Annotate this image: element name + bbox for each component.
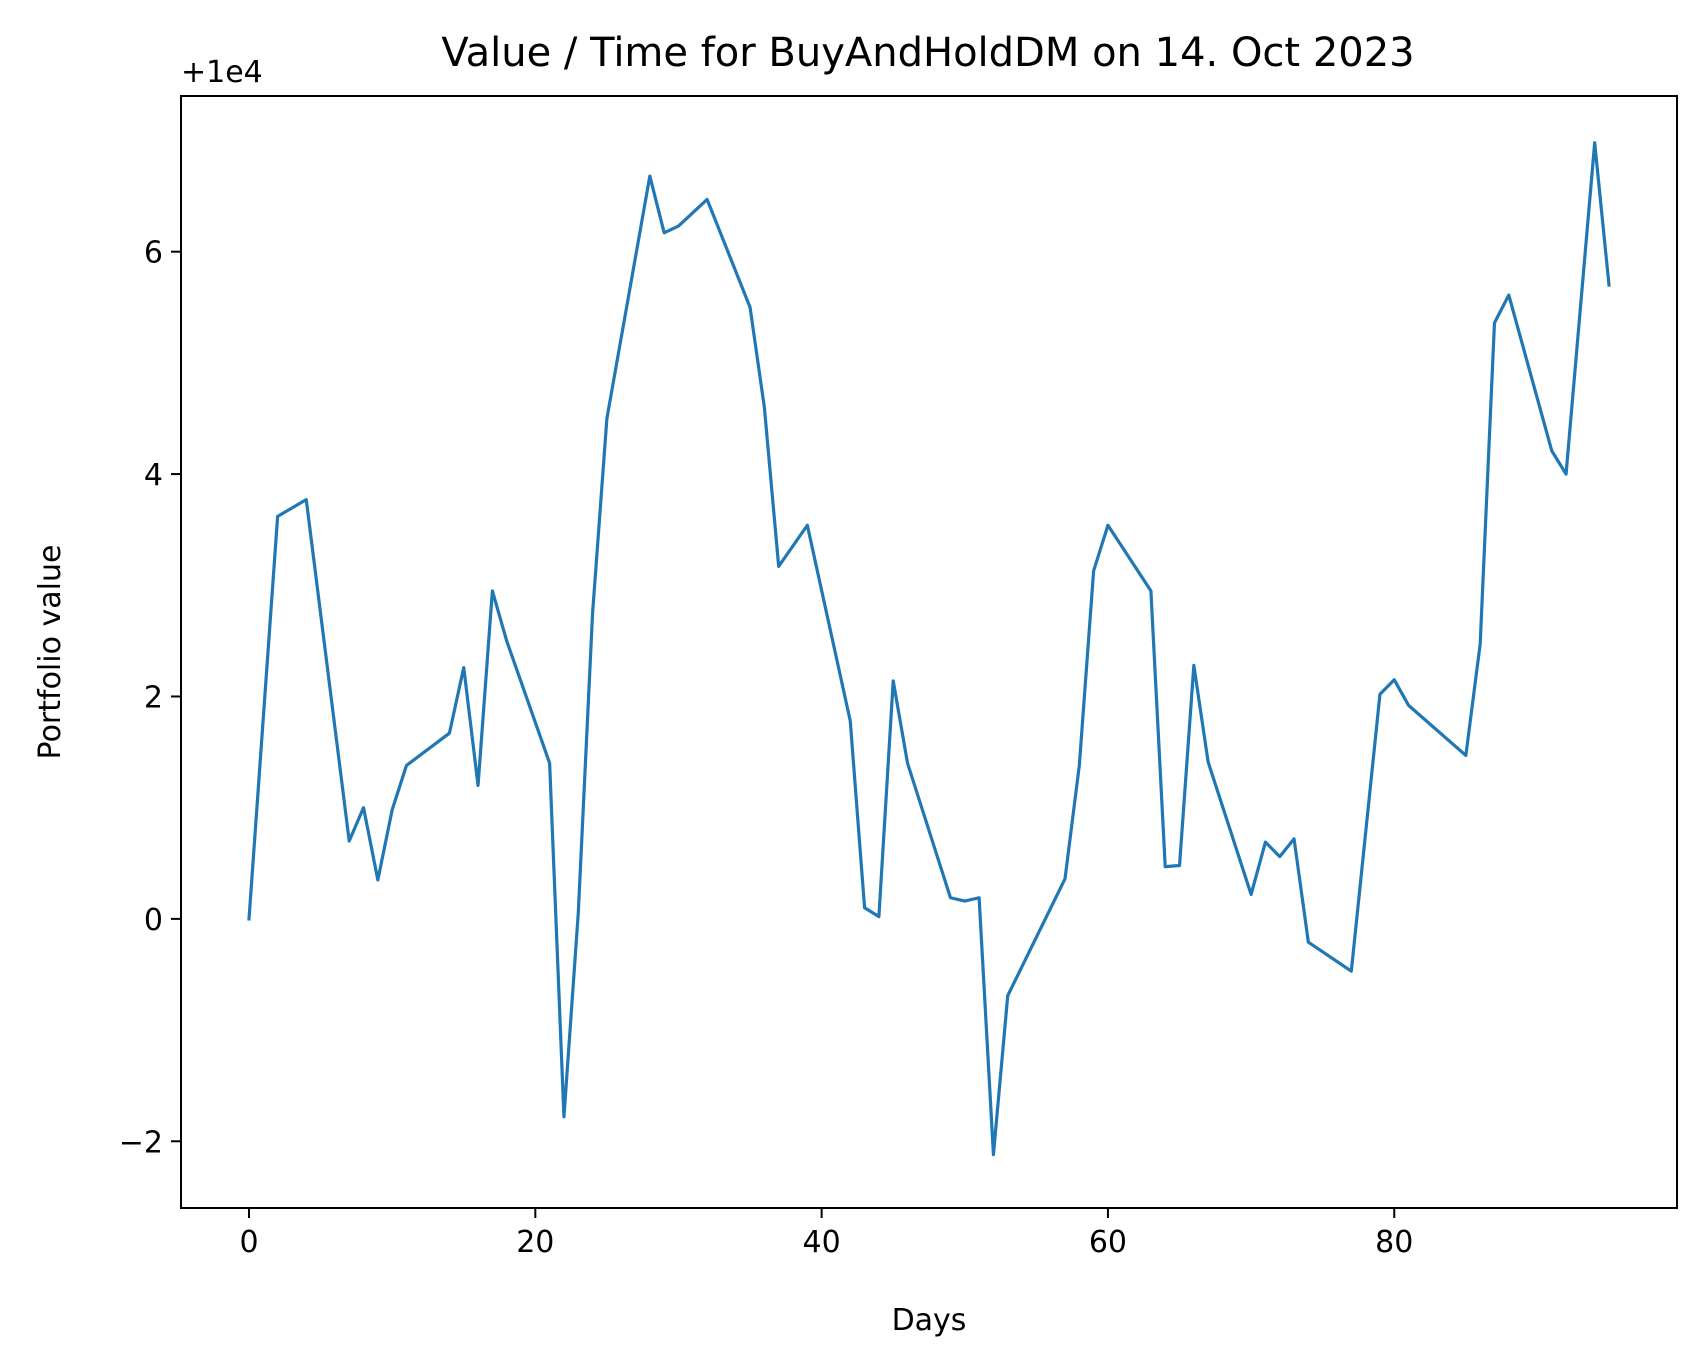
y-offset-label: +1e4 [181,55,263,90]
y-tick-label: 0 [144,903,163,938]
y-tick-label: −2 [119,1125,163,1160]
x-tick-label: 20 [516,1225,554,1260]
plot-frame [180,95,1678,1209]
x-axis-ticks: 0 20 40 60 80 [239,1208,1413,1260]
y-tick-label: 4 [144,458,163,493]
x-axis-label: Days [892,1303,967,1338]
y-axis-ticks: −2 0 2 4 6 [119,236,181,1160]
y-axis-label: Portfolio value [33,545,68,760]
chart-title: Value / Time for BuyAndHoldDM on 14. Oct… [441,30,1414,76]
y-tick-label: 2 [144,680,163,715]
x-tick-label: 40 [803,1225,841,1260]
x-tick-label: 0 [239,1225,258,1260]
x-tick-label: 80 [1375,1225,1413,1260]
y-tick-label: 6 [144,236,163,271]
x-tick-label: 60 [1089,1225,1127,1260]
series-line [247,141,1611,1157]
